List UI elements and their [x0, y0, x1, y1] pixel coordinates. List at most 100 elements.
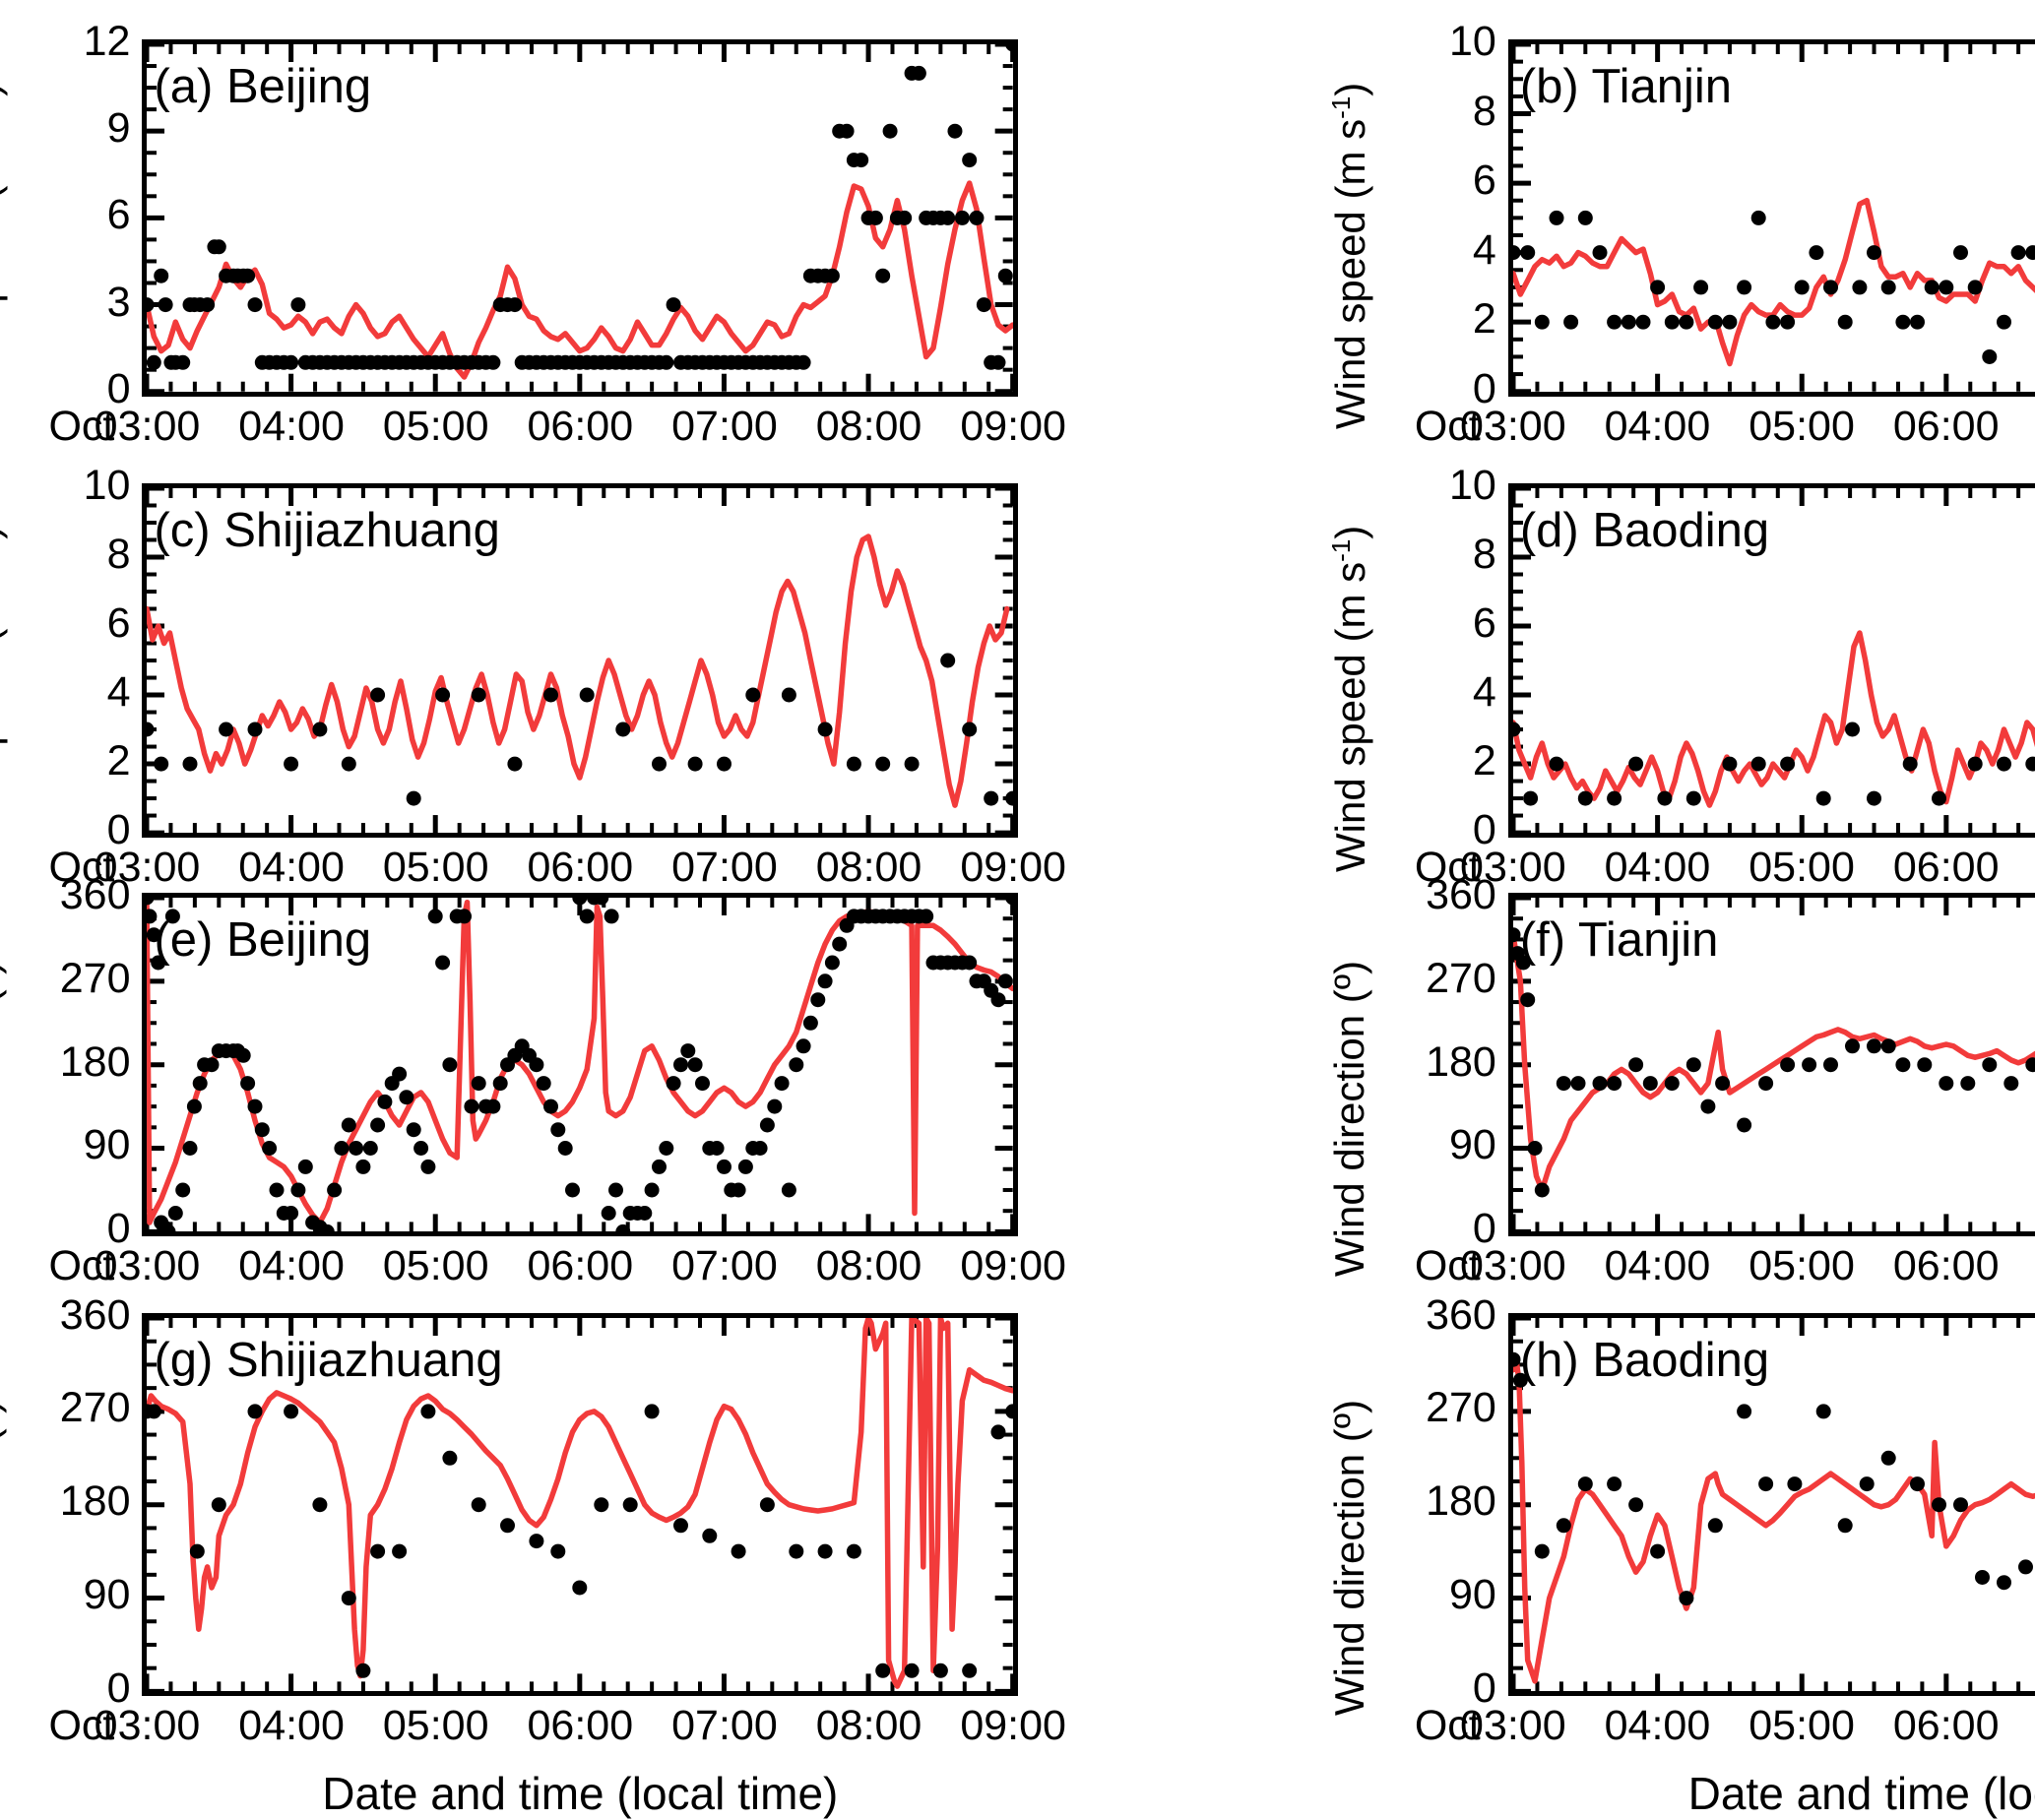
ytick-label-d: 4: [1472, 667, 1496, 716]
xtick-label-a: 03:00: [94, 402, 201, 450]
xtick-label-f: 07:00: [2016, 1242, 2035, 1290]
ytick-label-a: 9: [106, 104, 131, 153]
series-line-h: [1512, 1356, 2035, 1684]
xtick-label-c: 06:00: [527, 843, 634, 891]
xtick-label-c: 09:00: [960, 843, 1066, 891]
series-markers-a: [147, 44, 1014, 370]
panel-title-d: (d) Baoding: [1519, 503, 1770, 557]
series-line-a: [147, 180, 1014, 380]
ytick-label-d: 8: [1472, 530, 1496, 578]
ytick-label-d: 10: [1449, 461, 1496, 509]
panel-title-e: (e) Beijing: [154, 912, 372, 967]
ytick-label-g: 180: [59, 1477, 131, 1526]
xtick-label-c: 04:00: [238, 843, 345, 891]
tick-marks-c: [147, 487, 1014, 833]
xtick-label-e: 06:00: [527, 1242, 634, 1290]
xtick-date-prefix-b: Oct: [1414, 402, 1481, 450]
ytick-label-h: 180: [1426, 1477, 1496, 1526]
xtick-label-b: 06:00: [1892, 402, 2000, 450]
panel-title-c: (c) Shijiazhuang: [154, 503, 500, 557]
xtick-label-g: 06:00: [527, 1701, 634, 1749]
xtick-label-e: 04:00: [238, 1242, 345, 1290]
xtick-label-f: 03:00: [1460, 1242, 1566, 1290]
panel-title-b: (b) Tianjin: [1519, 60, 1732, 113]
ytick-label-e: 90: [83, 1121, 131, 1169]
plot-area-g: [142, 1312, 1019, 1696]
xtick-label-e: 03:00: [94, 1242, 201, 1290]
plot-area-c: [142, 482, 1019, 838]
xtick-label-g: 07:00: [671, 1701, 778, 1749]
xtick-label-d: 04:00: [1604, 843, 1711, 891]
ytick-label-c: 4: [106, 667, 131, 716]
ytick-label-d: 6: [1472, 598, 1496, 647]
plot-area-d: [1507, 482, 2035, 838]
xtick-label-c: 03:00: [94, 843, 201, 891]
ytick-label-a: 12: [83, 18, 131, 65]
series-canvas-a: [147, 44, 1014, 392]
xtick-date-prefix-e: Oct: [48, 1242, 115, 1290]
panel-title-f: (f) Tianjin: [1519, 912, 1719, 967]
series-line-b: [1512, 197, 2035, 367]
ytick-label-e: 180: [59, 1037, 131, 1086]
plot-area-f: [1507, 892, 2035, 1237]
xtick-label-h: 06:00: [1892, 1701, 2000, 1749]
ytick-label-b: 10: [1449, 18, 1496, 65]
panel-title-g: (g) Shijiazhuang: [154, 1333, 503, 1387]
ytick-label-f: 360: [1426, 870, 1496, 918]
ytick-label-a: 0: [106, 364, 131, 412]
xtick-label-d: 07:00: [2016, 844, 2035, 892]
series-canvas-f: [1512, 897, 2035, 1232]
xtick-label-f: 06:00: [1892, 1242, 2000, 1290]
figure-wind-timeseries: (a) Beijing 0 3 6 9 12 03:00 04:00 05:00 06:00 07:…: [0, 18, 2035, 1819]
xtick-label-e: 07:00: [671, 1242, 778, 1290]
series-canvas-d: [1512, 487, 2035, 833]
panel-title-a: (a) Beijing: [154, 60, 372, 113]
ytick-label-h: 270: [1426, 1384, 1496, 1432]
tick-marks-d: [1512, 487, 2020, 833]
xtick-date-prefix-g: Oct: [48, 1701, 115, 1749]
xtick-label-a: 06:00: [527, 402, 634, 450]
xtick-date-prefix-h: Oct: [1414, 1701, 1481, 1749]
ytick-label-f: 90: [1449, 1121, 1496, 1169]
ytick-label-b: 6: [1472, 157, 1496, 205]
xtick-label-g: 08:00: [815, 1701, 922, 1749]
series-markers-h: [1512, 1351, 2033, 1605]
xtick-label-a: 05:00: [382, 402, 489, 450]
tick-marks-h: [1512, 1317, 2020, 1691]
ytick-label-f: 180: [1426, 1037, 1496, 1086]
series-canvas-g: [147, 1317, 1014, 1691]
xtick-label-h: 03:00: [1460, 1701, 1566, 1749]
ytick-label-c: 8: [106, 530, 131, 578]
xtick-label-g: 04:00: [238, 1701, 345, 1749]
xtick-label-d: 03:00: [1460, 843, 1566, 891]
series-canvas-b: [1512, 44, 2035, 392]
xtick-label-c: 05:00: [382, 843, 489, 891]
xtick-label-h: 04:00: [1604, 1701, 1711, 1749]
xtick-label-h: 05:00: [1749, 1701, 1855, 1749]
xtick-date-prefix-c: Oct: [48, 843, 115, 891]
ytick-label-h: 0: [1472, 1663, 1496, 1712]
ytick-label-g: 270: [59, 1384, 131, 1432]
xtick-label-b: 03:00: [1460, 402, 1566, 450]
y-axis-label-b: Wind speed (m s-1): [1325, 83, 1373, 430]
xtick-label-d: 06:00: [1892, 843, 2000, 891]
xtick-label-b: 05:00: [1749, 402, 1855, 450]
plot-area-b: [1507, 39, 2035, 397]
y-axis-label-e: Wind direction (º): [0, 960, 7, 1277]
xtick-label-e: 09:00: [960, 1242, 1066, 1290]
xtick-label-a: 09:00: [960, 402, 1066, 450]
ytick-label-f: 0: [1472, 1205, 1496, 1253]
xtick-label-e: 08:00: [815, 1242, 922, 1290]
ytick-label-h: 360: [1426, 1290, 1496, 1339]
y-axis-label-c: Wind speed (m s-1): [0, 526, 8, 872]
series-canvas-c: [147, 487, 1014, 833]
y-axis-label-d: Wind speed (m s-1): [1325, 525, 1373, 872]
series-line-d: [1512, 629, 2035, 808]
y-axis-label-g: Wind direction (º): [0, 1400, 7, 1717]
xtick-date-prefix-a: Oct: [48, 402, 115, 450]
xtick-label-e: 05:00: [382, 1242, 489, 1290]
ytick-label-a: 6: [106, 191, 131, 239]
ytick-label-g: 0: [106, 1663, 131, 1712]
series-markers-e: [147, 897, 1014, 1232]
xtick-label-a: 08:00: [815, 402, 922, 450]
